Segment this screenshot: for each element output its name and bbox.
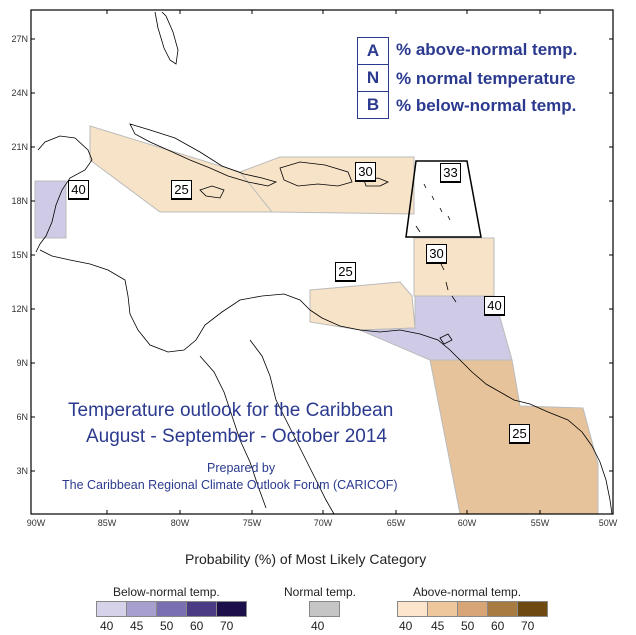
below-value: 30 [355,162,376,181]
lat-label-15n: 15N [11,250,28,260]
lon-label-85w: 85W [98,518,117,528]
legend-text-normal: % normal temperature [396,69,576,88]
swatch-above-50 [457,601,488,617]
tick-above-40: 40 [399,619,413,633]
tick-below-45: 45 [130,619,144,633]
colorbar-normal-label: Normal temp. [284,585,357,599]
tick-above-50: 50 [461,619,475,633]
colorbar-above-label: Above-normal temp. [413,585,522,599]
lon-label-65w: 65W [387,518,406,528]
caribbean-map: 27N 24N 21N 18N 15N 12N 9N 6N 3N 90W 85W… [11,9,618,528]
lon-label-50w: 50W [599,518,618,528]
colorbar-title: Probability (%) of Most Likely Category [185,551,427,567]
below-value: 40 [68,180,89,199]
tick-normal-40: 40 [311,619,325,633]
swatch-below-45 [126,601,157,617]
prepared-by: Prepared by [207,461,276,475]
swatch-above-45 [427,601,458,617]
lon-label-70w: 70W [314,518,333,528]
swatch-below-50 [156,601,187,617]
map-title-line2: August - September - October 2014 [86,426,387,447]
lat-label-9n: 9N [16,358,28,368]
legend-text-above: % above-normal temp. [396,40,578,59]
tick-below-50: 50 [160,619,174,633]
lon-label-90w: 90W [27,518,46,528]
swatch-normal-40 [309,601,340,617]
lat-label-24n: 24N [11,88,28,98]
swatch-below-60 [186,601,217,617]
lon-label-75w: 75W [243,518,262,528]
colorbar-below-label: Below-normal temp. [113,585,220,599]
tick-below-60: 60 [190,619,204,633]
tick-above-70: 70 [521,619,535,633]
tick-below-40: 40 [100,619,114,633]
swatch-above-70 [517,601,548,617]
lat-label-27n: 27N [11,34,28,44]
below-value: 25 [509,424,530,443]
below-value: 25 [171,180,192,199]
tick-above-45: 45 [431,619,445,633]
lat-label-21n: 21N [11,142,28,152]
below-value: 25 [335,262,356,281]
lon-label-60w: 60W [458,518,477,528]
lat-label-3n: 3N [16,466,28,476]
lat-label-18n: 18N [11,196,28,206]
legend-key-below: B [357,91,389,119]
lat-label-12n: 12N [11,304,28,314]
lon-label-55w: 55W [531,518,550,528]
map-title-line1: Temperature outlook for the Caribbean [68,400,394,421]
lon-axis: 90W 85W 80W 75W 70W 65W 60W 55W 50W [27,10,618,528]
region-abc-shade [309,281,416,331]
prepared-org: The Caribbean Regional Climate Outlook F… [62,478,398,492]
region-belize-shade [34,180,67,239]
map-frame [30,9,614,515]
tick-above-60: 60 [491,619,505,633]
coastlines [35,11,613,515]
below-value: 33 [440,163,461,182]
swatch-below-70 [216,601,247,617]
swatch-above-60 [487,601,518,617]
below-value: 30 [426,244,447,263]
swatch-below-40 [96,601,127,617]
lat-axis: 27N 24N 21N 18N 15N 12N 9N 6N 3N [11,34,613,476]
tick-below-70: 70 [220,619,234,633]
lon-label-80w: 80W [171,518,190,528]
legend-text-below: % below-normal temp. [396,96,577,115]
lat-label-6n: 6N [16,412,28,422]
legend-key-above: A [357,37,389,65]
below-value: 40 [484,296,505,315]
legend-key-normal: N [357,64,389,92]
swatch-above-40 [397,601,428,617]
region-northern-leewards-outline [405,160,482,238]
